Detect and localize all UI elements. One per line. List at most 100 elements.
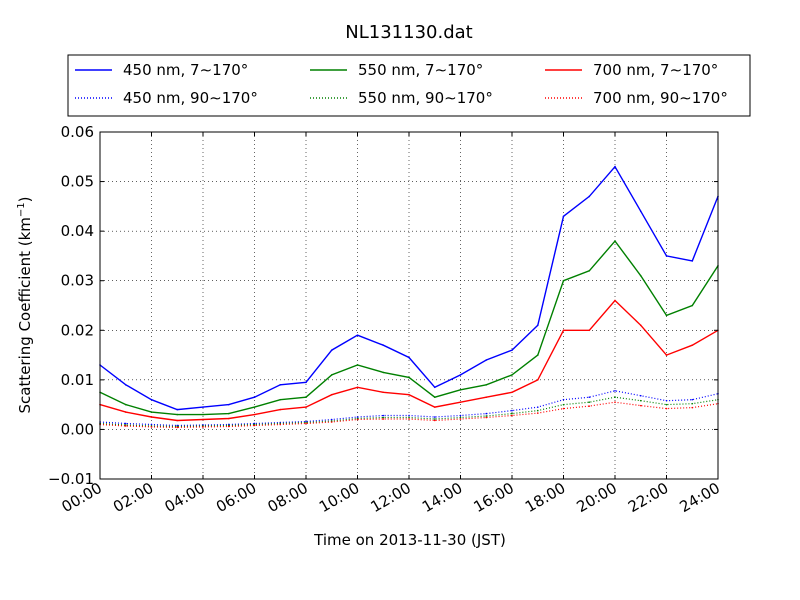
data-point [665,354,668,356]
data-point [382,414,385,417]
data-point [150,426,153,428]
data-point [202,413,204,416]
data-point [691,344,694,346]
data-point [124,411,127,413]
data-point [485,416,488,419]
data-point [665,255,668,257]
data-point [588,396,591,399]
data-point [639,274,642,277]
data-point [202,418,204,421]
legend-label: 450 nm, 90∼170° [123,89,258,107]
data-point [408,414,410,417]
data-point [305,396,307,399]
data-point [305,406,307,408]
x-tick-label: 06:00 [213,479,259,516]
data-point [227,417,230,420]
data-point [691,402,694,405]
data-point [614,389,616,392]
data-point [279,408,282,411]
x-tick-label: 20:00 [574,479,620,516]
data-point [485,359,488,361]
data-point [150,398,153,401]
data-point [279,423,282,426]
data-point [433,419,436,422]
x-tick-label: 24:00 [677,479,723,516]
data-point [459,416,462,419]
data-point [227,425,230,428]
data-point [176,408,179,411]
data-point [588,270,591,272]
data-point [588,405,591,407]
data-point [691,304,694,307]
data-point [382,344,385,346]
data-point [279,384,282,386]
data-point [176,413,179,416]
data-point [459,374,462,376]
data-point [433,396,436,399]
data-point [408,376,410,379]
data-point [459,418,462,420]
data-point [588,401,591,403]
y-tick-label: 0.04 [61,222,94,240]
data-point [511,349,513,351]
x-tick-label: 16:00 [471,479,517,516]
data-point [511,374,513,376]
data-point [330,374,333,376]
y-tick-label: 0.03 [61,272,94,290]
data-point [382,371,385,374]
x-axis: 00:00 02:00 04:00 06:00 08:00 10:00 12:00 14:00… [59,132,723,516]
y-tick-label: 0.01 [61,371,94,389]
data-point [253,413,256,416]
x-tick-label: 04:00 [162,479,208,516]
x-tick-label: 10:00 [316,479,362,516]
data-point [639,399,642,402]
data-point [176,426,179,429]
data-point [511,414,513,417]
data-point [408,393,410,396]
grid [100,132,718,479]
data-point [691,406,694,409]
data-point [433,386,436,389]
legend-label: 700 nm, 90∼170° [593,89,728,107]
data-point [330,421,333,423]
data-point [691,260,694,262]
data-point [588,195,591,198]
y-axis-label: Scattering Coefficient (km−1) [16,196,34,413]
x-tick-label: 02:00 [110,479,156,516]
data-point [279,398,282,401]
data-point [459,401,462,403]
data-point [536,354,539,356]
data-point [459,414,462,417]
data-point [536,412,539,414]
data-point [433,416,436,418]
data-point [536,406,539,408]
y-tick-label: 0.06 [61,123,94,141]
data-point [562,329,565,332]
data-point [382,418,385,420]
legend-label: 550 nm, 90∼170° [358,89,493,107]
data-point [614,401,616,403]
chart-title: NL131130.dat [345,22,472,43]
data-point [639,210,642,213]
data-point [485,396,488,399]
data-point [150,423,153,426]
data-point [356,386,359,389]
legend: 450 nm, 7∼170° 550 nm, 7∼170° 700 nm, 7∼17… [67,54,751,117]
data-point [176,419,179,422]
data-point [202,426,204,428]
data-point [408,418,410,420]
data-point [485,415,488,417]
data-point [382,416,385,419]
data-point [253,424,256,427]
data-point [227,403,230,406]
data-point [485,412,488,415]
data-point [639,404,642,407]
y-axis-label-tail: ) [16,196,34,202]
data-point [330,393,333,396]
data-point [665,399,668,402]
data-point [639,394,642,397]
data-point [639,324,642,327]
data-point [614,240,616,242]
data-point [511,412,513,415]
data-point [433,406,436,408]
